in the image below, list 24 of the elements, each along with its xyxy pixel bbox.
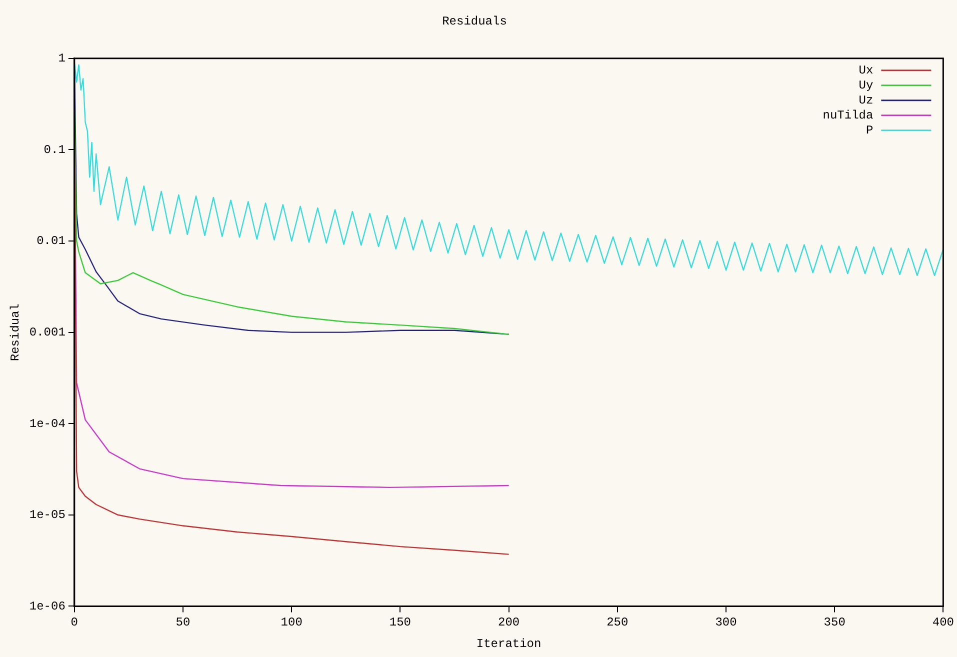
x-tick-label: 400 [932, 616, 954, 630]
x-tick-label: 200 [498, 616, 520, 630]
x-tick-label: 0 [70, 616, 78, 630]
legend-label: Uz [858, 94, 874, 108]
x-tick-label: 150 [389, 616, 412, 630]
legend-label: Ux [858, 64, 874, 78]
y-tick-label: 0.1 [44, 142, 66, 157]
legend-label: Uy [858, 78, 874, 93]
chart-title: Residuals [442, 14, 507, 28]
y-tick-label: 0.001 [29, 325, 66, 340]
x-tick-label: 50 [176, 616, 190, 630]
y-axis-title: Residual [8, 303, 22, 362]
legend-label: nuTilda [822, 108, 874, 123]
x-tick-label: 250 [606, 616, 628, 630]
legend-label: P [866, 124, 874, 138]
x-tick-label: 350 [824, 616, 846, 630]
y-tick-label: 1e-05 [29, 508, 66, 522]
y-tick-label: 1e-06 [29, 599, 66, 614]
y-tick-label: 1 [58, 52, 66, 66]
x-tick-label: 100 [280, 616, 302, 630]
y-tick-label: 0.01 [36, 234, 66, 248]
x-tick-label: 300 [715, 616, 737, 630]
y-tick-label: 1e-04 [29, 416, 66, 431]
x-axis-title: Iteration [476, 636, 542, 651]
